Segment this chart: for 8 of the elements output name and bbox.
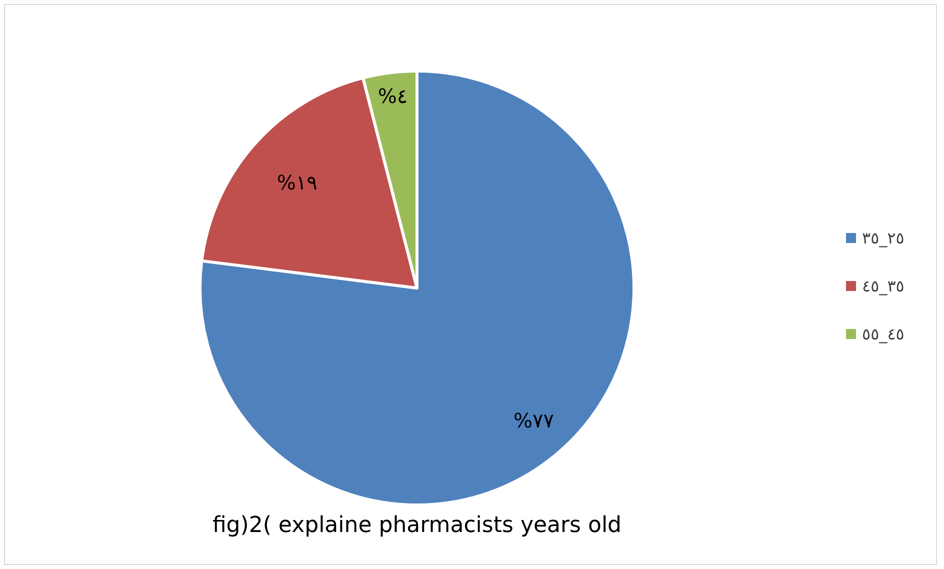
data-label: %٤ [378, 84, 408, 108]
pie-slice [198, 70, 636, 506]
legend-label: ٢٥_٣٥ [862, 228, 904, 248]
data-label: %٧٧ [514, 408, 554, 432]
data-label: %١٩ [276, 170, 318, 194]
text: fig)2( explaine pharmacists years old [212, 513, 622, 538]
legend-label: ٣٥_٤٥ [862, 276, 904, 296]
legend-label: ٤٥_٥٥ [862, 324, 904, 344]
